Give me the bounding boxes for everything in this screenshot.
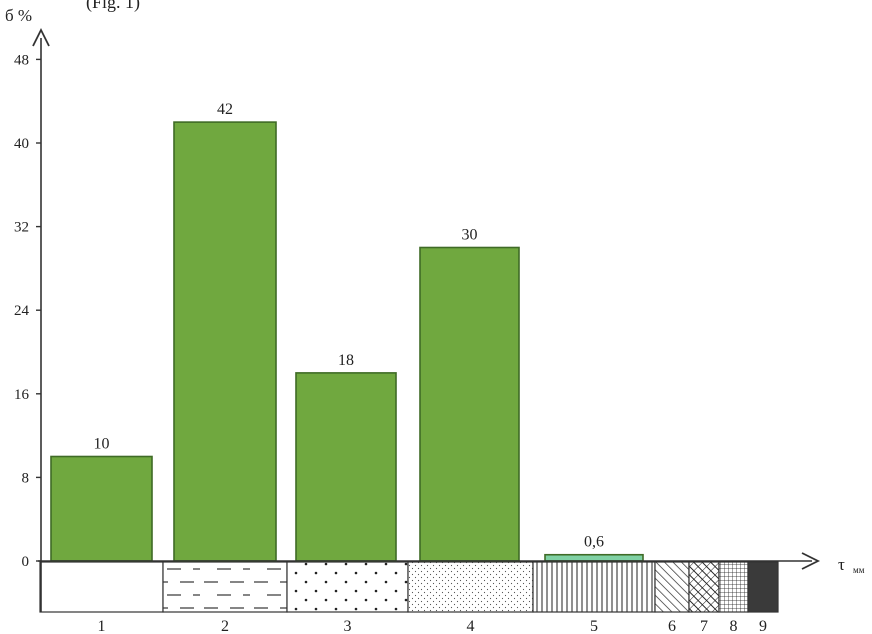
- category-label: 8: [730, 618, 738, 634]
- stratum-swatch-9: [747, 561, 779, 613]
- data-label-1: 10: [94, 436, 110, 453]
- y-tick-label: 40: [14, 136, 29, 152]
- category-label: 9: [759, 618, 767, 634]
- category-label: 6: [668, 618, 676, 634]
- y-tick-label: 48: [14, 52, 29, 68]
- x-axis: τ мм: [38, 552, 865, 575]
- y-axis-arrow: [32, 27, 50, 47]
- x-axis-arrow: [801, 552, 821, 570]
- category-label: 7: [700, 618, 708, 634]
- category-label: 4: [467, 618, 475, 634]
- y-tick-label: 8: [22, 470, 30, 486]
- category-label: 2: [221, 618, 229, 634]
- data-label-5: 0,6: [584, 534, 604, 551]
- y-axis: 0 8 16 24 32 40 48 б %: [5, 6, 50, 612]
- stratum-swatch-5: [532, 561, 656, 613]
- y-tick-label: 24: [14, 303, 30, 319]
- category-label: 3: [344, 618, 352, 634]
- category-label: 5: [590, 618, 598, 634]
- data-labels-group: 10 42 18 30 0,6: [94, 101, 605, 551]
- y-axis-label: б %: [5, 6, 32, 25]
- y-ticks-group: 0 8 16 24 32 40 48: [14, 52, 41, 570]
- stratum-swatch-1: [39, 561, 164, 613]
- bar-3: [295, 372, 397, 562]
- bar-1: [50, 455, 153, 562]
- data-label-3: 18: [338, 352, 354, 369]
- header-partial-text: (Fig. 1): [86, 0, 140, 13]
- stratum-swatch-4: [407, 561, 534, 613]
- bar-2: [173, 121, 277, 562]
- y-tick-label: 16: [14, 387, 30, 403]
- bars-group: [50, 121, 644, 562]
- y-tick-label: 0: [22, 554, 30, 570]
- data-label-4: 30: [462, 227, 478, 244]
- stratum-swatch-8: [718, 561, 749, 613]
- stratum-swatch-3: [286, 561, 409, 613]
- x-axis-label: τ: [838, 555, 845, 574]
- category-label: 1: [98, 618, 106, 634]
- strata-row: 1 2 3 4 5 6 7 8 9: [39, 561, 779, 634]
- data-label-2: 42: [217, 101, 233, 118]
- x-axis-label-subscript: мм: [853, 565, 865, 575]
- stratum-swatch-6: [654, 561, 690, 613]
- bar-5: [544, 553, 644, 562]
- stratum-swatch-7: [688, 561, 720, 613]
- stratum-swatch-2: [162, 561, 288, 613]
- bar-4: [419, 246, 520, 562]
- y-tick-label: 32: [14, 220, 29, 236]
